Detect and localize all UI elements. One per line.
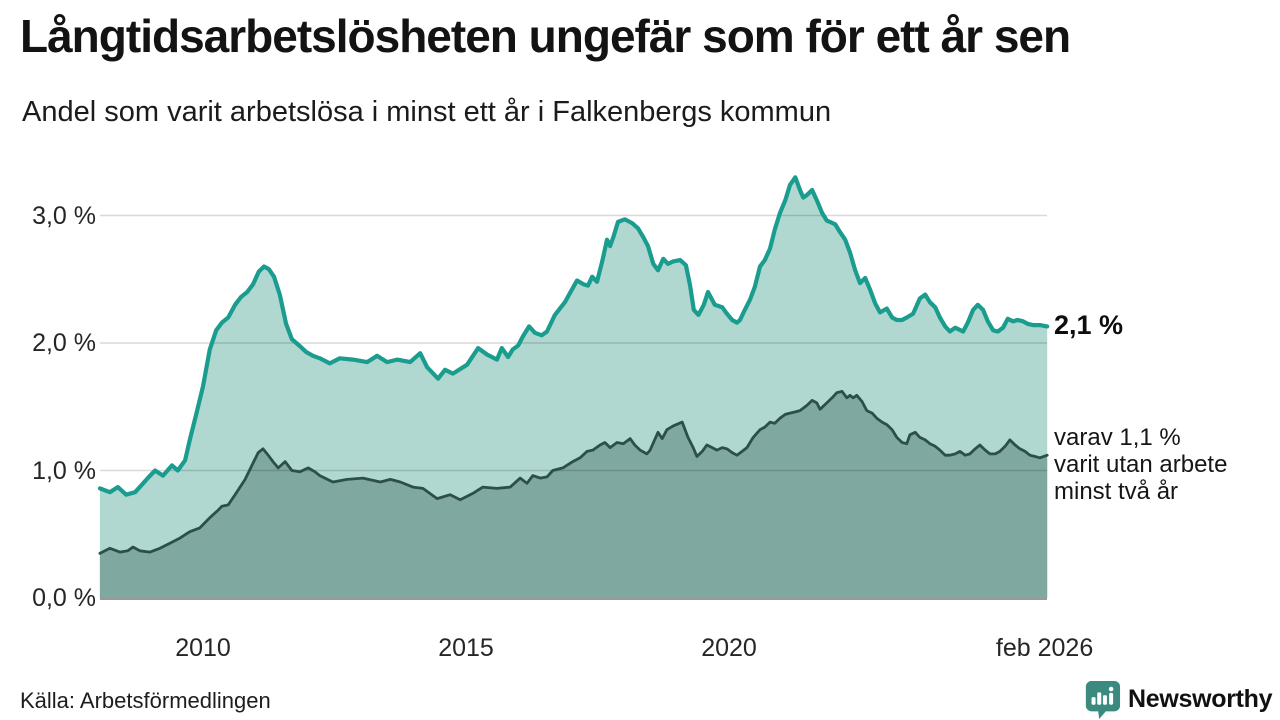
- newsworthy-logo: Newsworthy: [1083, 679, 1273, 719]
- series-line-2: [98, 390, 1049, 555]
- newsworthy-bubble-barchart-icon: [1085, 680, 1121, 719]
- x-axis-tick-label: 2015: [438, 634, 494, 662]
- x-axis-tick-label: 2010: [175, 634, 231, 662]
- area-chart: 0,0 % 1,0 % 2,0 % 3,0 % 2010 2015 2020 feb 202…: [0, 150, 1280, 720]
- y-axis-tick-label: 0,0 %: [32, 584, 96, 612]
- y-axis-tick-label: 2,0 %: [32, 329, 96, 357]
- series-line-1: [97, 175, 1050, 497]
- page-title: Långtidsarbetslösheten ungefär som för e…: [20, 10, 1071, 62]
- x-axis-tick-label: feb 2026: [995, 634, 1094, 662]
- y-axis-tick-label: 3,0 %: [32, 201, 96, 230]
- x-axis-tick-label: 2020: [701, 634, 757, 662]
- source-note: Källa: Arbetsförmedlingen: [20, 688, 271, 713]
- latest-value-label: 2,1 %: [1054, 310, 1124, 340]
- chart-subtitle: Andel som varit arbetslösa i minst ett å…: [22, 96, 832, 128]
- series-area-2: [99, 391, 1048, 598]
- y-axis-tick-label: 1,0 %: [32, 456, 96, 485]
- newsworthy-wordmark: Newsworthy: [1128, 684, 1273, 713]
- secondary-series-annotation: varav 1,1 % varit utan arbete minst två …: [1054, 424, 1228, 505]
